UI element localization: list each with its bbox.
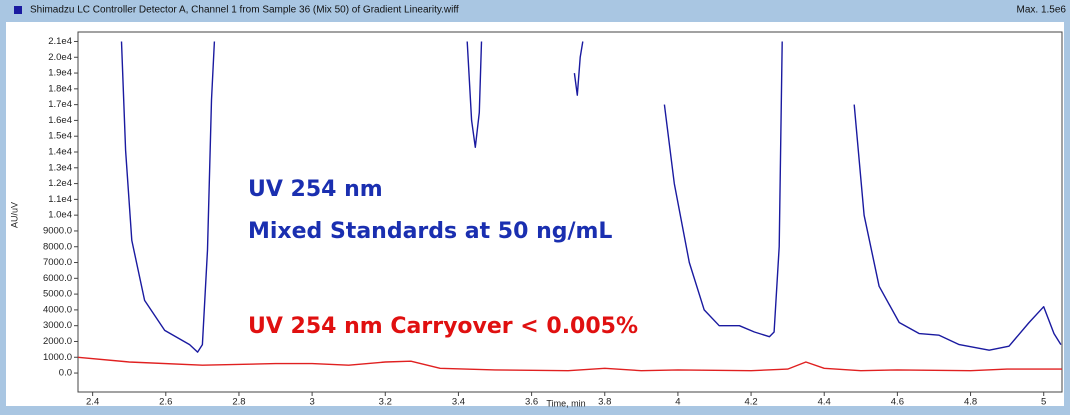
y-tick-label: 1.9e4 <box>48 68 72 79</box>
x-tick-label: 5 <box>1041 397 1046 408</box>
x-tick-label: 4.4 <box>818 397 831 408</box>
series-line <box>77 356 1062 372</box>
y-tick-label: 7000.0 <box>43 257 72 268</box>
x-tick-label: 3.2 <box>379 397 392 408</box>
x-tick-label: 2.6 <box>159 397 172 408</box>
x-tick-label: 3 <box>309 397 314 408</box>
y-tick-label: 8000.0 <box>43 241 72 252</box>
plot-frame <box>77 31 1063 393</box>
header-max: Max. 1.5e6 <box>1017 5 1067 16</box>
annotation: UV 254 nm Carryover < 0.005% <box>248 314 638 339</box>
x-tick-label: 2.4 <box>86 397 99 408</box>
x-tick-label: 3.8 <box>598 397 611 408</box>
x-tick-label: 4.6 <box>891 397 904 408</box>
annotation: Mixed Standards at 50 ng/mL <box>248 219 612 244</box>
y-tick-label: 1.0e4 <box>48 210 72 221</box>
y-tick-label: 2.1e4 <box>48 36 72 47</box>
y-tick-label: 2000.0 <box>43 336 72 347</box>
legend-swatch <box>14 6 22 14</box>
y-tick-label: 1000.0 <box>43 352 72 363</box>
y-tick-label: 1.1e4 <box>48 194 72 205</box>
annotation: UV 254 nm <box>248 177 383 202</box>
series-line <box>120 41 1062 353</box>
y-tick-label: 2.0e4 <box>48 52 72 63</box>
y-tick-label: 9000.0 <box>43 225 72 236</box>
y-tick-label: 3000.0 <box>43 320 72 331</box>
x-tick-label: 4.2 <box>744 397 757 408</box>
y-tick-label: 6000.0 <box>43 273 72 284</box>
y-tick-label: 1.8e4 <box>48 83 72 94</box>
y-tick-label: 5000.0 <box>43 289 72 300</box>
y-tick-label: 1.2e4 <box>48 178 72 189</box>
y-tick-label: 1.6e4 <box>48 115 72 126</box>
y-tick-label: 1.7e4 <box>48 99 72 110</box>
y-tick-label: 1.5e4 <box>48 131 72 142</box>
y-axis-label: AU/uV <box>9 202 19 228</box>
x-tick-label: 2.8 <box>232 397 245 408</box>
y-tick-label: 1.3e4 <box>48 162 72 173</box>
x-tick-label: 3.6 <box>525 397 538 408</box>
y-tick-label: 0.0 <box>59 368 72 379</box>
y-tick-label: 1.4e4 <box>48 147 72 158</box>
x-tick-label: 4.8 <box>964 397 977 408</box>
x-tick-label: 3.4 <box>452 397 465 408</box>
y-tick-label: 4000.0 <box>43 304 72 315</box>
plot-panel <box>6 22 1064 406</box>
x-tick-label: 4 <box>675 397 680 408</box>
header-title: Shimadzu LC Controller Detector A, Chann… <box>30 5 459 16</box>
x-axis-label: Time, min <box>546 398 585 408</box>
